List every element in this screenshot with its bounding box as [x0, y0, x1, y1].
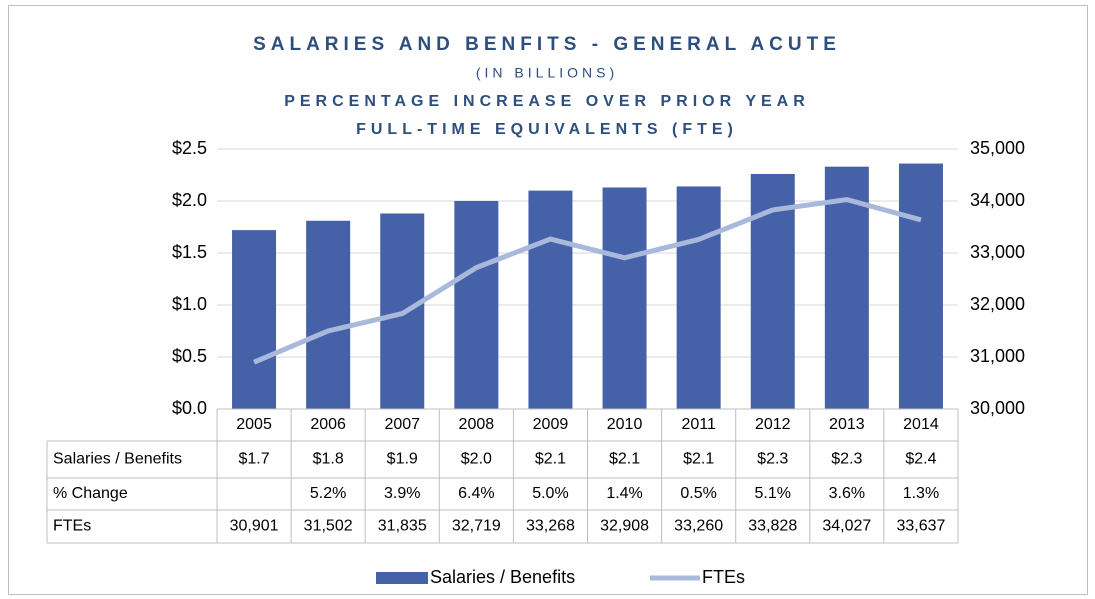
x-tick-label: 2010 — [607, 416, 643, 433]
y2-tick-label: 30,000 — [970, 398, 1025, 418]
table-cell: 5.1% — [755, 485, 791, 502]
x-tick-label: 2005 — [236, 416, 272, 433]
table-cell: 33,260 — [674, 518, 723, 535]
table-row-header: FTEs — [53, 518, 91, 535]
x-tick-label: 2009 — [533, 416, 569, 433]
chart-subtitle: FULL-TIME EQUIVALENTS (FTE) — [356, 121, 738, 138]
y-tick-label: $2.0 — [172, 190, 207, 210]
table-cell: 1.3% — [903, 485, 939, 502]
table-cell: $2.1 — [683, 451, 714, 468]
bar — [306, 220, 351, 409]
x-tick-label: 2012 — [755, 416, 791, 433]
y-tick-label: $2.5 — [172, 138, 207, 158]
table-cell: $2.3 — [831, 451, 862, 468]
x-tick-label: 2011 — [681, 416, 716, 433]
table-cell: 1.4% — [606, 485, 642, 502]
chart-subtitle: PERCENTAGE INCREASE OVER PRIOR YEAR — [284, 93, 810, 110]
line — [253, 197, 922, 365]
table-cell: 0.5% — [680, 485, 716, 502]
table-cell: $2.1 — [535, 451, 566, 468]
y-tick-label: $1.0 — [172, 294, 207, 314]
bar — [824, 166, 869, 409]
table-cell: 32,908 — [600, 518, 649, 535]
table-cell: $1.8 — [313, 451, 344, 468]
table-row-header: % Change — [53, 485, 128, 502]
table-cell: $2.4 — [905, 451, 936, 468]
table-cell: 3.9% — [384, 485, 420, 502]
table-cell: $1.9 — [387, 451, 418, 468]
table-row-header: Salaries / Benefits — [53, 451, 182, 468]
y2-tick-label: 34,000 — [970, 190, 1025, 210]
bar — [898, 163, 943, 409]
table-cell: 33,268 — [526, 518, 575, 535]
y2-tick-label: 31,000 — [970, 346, 1025, 366]
y-tick-label: $0.5 — [172, 346, 207, 366]
legend-label: Salaries / Benefits — [430, 567, 575, 587]
bar — [232, 230, 277, 409]
table-cell: $2.1 — [609, 451, 640, 468]
bar — [454, 201, 499, 409]
y2-tick-label: 35,000 — [970, 138, 1025, 158]
bar — [602, 187, 647, 409]
legend-swatch — [376, 572, 428, 584]
x-tick-label: 2007 — [384, 416, 420, 433]
bar — [676, 186, 721, 409]
x-tick-label: 2014 — [903, 416, 939, 433]
table-cell: 3.6% — [829, 485, 865, 502]
table-cell: 31,502 — [304, 518, 353, 535]
table-cell: 30,901 — [230, 518, 279, 535]
x-tick-label: 2006 — [310, 416, 346, 433]
table-cell: 34,027 — [822, 518, 871, 535]
y2-tick-label: 32,000 — [970, 294, 1025, 314]
chart-title: SALARIES AND BENFITS - GENERAL ACUTE — [253, 34, 841, 55]
y-tick-label: $1.5 — [172, 242, 207, 262]
table-cell: $1.7 — [238, 451, 269, 468]
table-cell: 32,719 — [452, 518, 501, 535]
table-cell: 6.4% — [458, 485, 494, 502]
chart-subtitle: (IN BILLIONS) — [476, 65, 618, 81]
y2-tick-label: 33,000 — [970, 242, 1025, 262]
legend-label: FTEs — [702, 567, 745, 587]
table-cell: $2.0 — [461, 451, 492, 468]
x-tick-label: 2008 — [459, 416, 495, 433]
table-cell: 5.2% — [310, 485, 346, 502]
x-tick-label: 2013 — [829, 416, 865, 433]
table-cell: $2.3 — [757, 451, 788, 468]
y-tick-label: $0.0 — [172, 398, 207, 418]
table-cell: 5.0% — [532, 485, 568, 502]
bar — [528, 190, 573, 409]
table-cell: 33,828 — [748, 518, 797, 535]
table-cell: 33,637 — [896, 518, 945, 535]
table-cell: 31,835 — [378, 518, 427, 535]
